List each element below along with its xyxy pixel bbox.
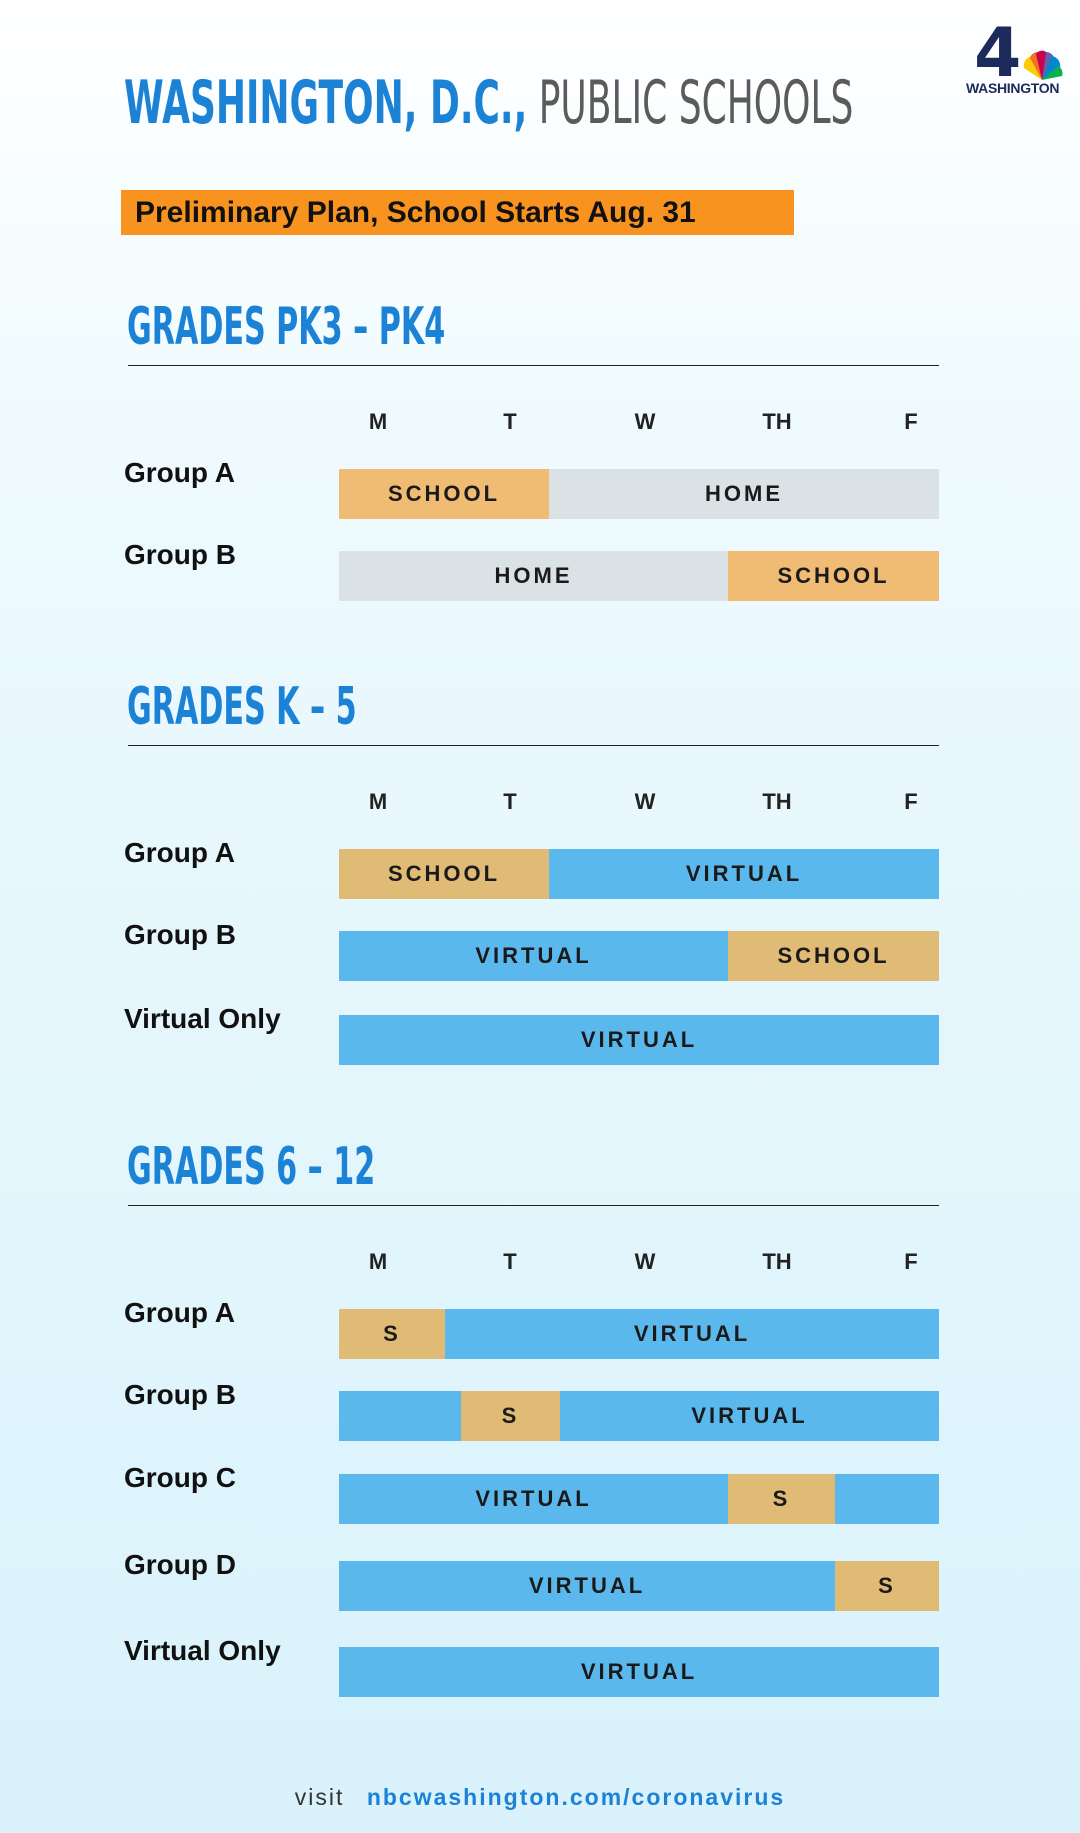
section-title: GRADES 6 – 12: [127, 1137, 376, 1197]
schedule-segment-virtual: VIRTUAL: [339, 1647, 939, 1697]
schedule-segment-school: SCHOOL: [339, 849, 549, 899]
group-label: Group A: [124, 837, 235, 868]
section-title: GRADES PK3 – PK4: [127, 297, 446, 357]
schedule-bar: HOME SCHOOL: [339, 551, 939, 601]
footer: visit nbcwashington.com/coronavirus: [0, 1784, 1080, 1811]
day-label: TH: [762, 1249, 792, 1274]
schedule-segment-virtual: VIRTUAL: [339, 1015, 939, 1065]
schedule-segment-school: S: [728, 1474, 835, 1524]
logo-text: WASHINGTON: [966, 80, 1060, 96]
day-label: M: [368, 789, 388, 814]
group-label: Group C: [124, 1462, 236, 1493]
page-title: WASHINGTON, D.C., PUBLIC SCHOOLS: [124, 58, 853, 148]
schedule-bar: VIRTUAL: [339, 1647, 939, 1697]
schedule-segment-school: SCHOOL: [728, 931, 939, 981]
schedule-segment-school: S: [339, 1309, 445, 1359]
day-label: M: [368, 1249, 388, 1274]
schedule-segment-virtual: VIRTUAL: [339, 1561, 835, 1611]
day-label: F: [904, 409, 918, 434]
section-divider: [128, 365, 939, 366]
group-label: Group A: [124, 1297, 235, 1328]
footer-visit: visit: [294, 1784, 345, 1810]
schedule-segment-virtual: VIRTUAL: [560, 1391, 939, 1441]
group-label: Group A: [124, 457, 235, 488]
day-label: T: [503, 1249, 517, 1274]
schedule-segment-virtual: VIRTUAL: [549, 849, 939, 899]
day-label: W: [634, 409, 656, 434]
schedule-segment-virtual: VIRTUAL: [445, 1309, 939, 1359]
schedule-bar: VIRTUAL: [339, 1015, 939, 1065]
section-divider: [128, 1205, 939, 1206]
schedule-bar: VIRTUAL S: [339, 1474, 939, 1524]
day-label: F: [904, 789, 918, 814]
day-label: M: [368, 409, 388, 434]
schedule-segment-virtual: [339, 1391, 461, 1441]
group-label: Group D: [124, 1549, 236, 1580]
group-label: Group B: [124, 539, 236, 570]
day-label: TH: [762, 789, 792, 814]
schedule-bar: SCHOOL VIRTUAL: [339, 849, 939, 899]
day-label: T: [503, 409, 517, 434]
footer-link[interactable]: nbcwashington.com/coronavirus: [366, 1784, 786, 1810]
schedule-segment-school-light: SCHOOL: [339, 469, 549, 519]
schedule-segment-home: HOME: [549, 469, 939, 519]
schedule-segment-school: S: [461, 1391, 560, 1441]
schedule-segment-virtual: VIRTUAL: [339, 1474, 728, 1524]
peacock-icon: [1023, 50, 1063, 80]
schedule-segment-home: HOME: [339, 551, 728, 601]
day-label: TH: [762, 409, 792, 434]
group-label: Group B: [124, 919, 236, 950]
title-light: PUBLIC SCHOOLS: [527, 68, 854, 138]
logo-number: 4: [974, 14, 1022, 93]
group-label: Virtual Only: [124, 1003, 281, 1034]
schedule-segment-virtual: [835, 1474, 939, 1524]
schedule-segment-virtual: VIRTUAL: [339, 931, 728, 981]
schedule-bar: SCHOOL HOME: [339, 469, 939, 519]
title-bold: WASHINGTON, D.C.,: [124, 68, 528, 138]
plan-banner: Preliminary Plan, School Starts Aug. 31: [121, 190, 794, 235]
schedule-bar: S VIRTUAL: [339, 1309, 939, 1359]
section-divider: [128, 745, 939, 746]
section-title: GRADES K – 5: [127, 677, 357, 737]
day-label: W: [634, 1249, 656, 1274]
day-label: W: [634, 789, 656, 814]
schedule-bar: S VIRTUAL: [339, 1391, 939, 1441]
schedule-bar: VIRTUAL S: [339, 1561, 939, 1611]
schedule-bar: VIRTUAL SCHOOL: [339, 931, 939, 981]
day-label: F: [904, 1249, 918, 1274]
nbc4-logo: 4 WASHINGTON: [960, 14, 1068, 104]
group-label: Virtual Only: [124, 1635, 281, 1666]
schedule-segment-school: S: [835, 1561, 939, 1611]
group-label: Group B: [124, 1379, 236, 1410]
schedule-segment-school-light: SCHOOL: [728, 551, 939, 601]
day-label: T: [503, 789, 517, 814]
